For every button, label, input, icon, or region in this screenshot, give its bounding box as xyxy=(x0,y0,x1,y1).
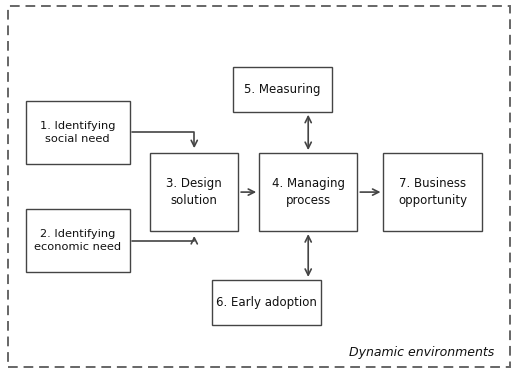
Bar xyxy=(259,153,357,231)
Bar xyxy=(26,209,130,272)
Text: 3. Design
solution: 3. Design solution xyxy=(166,177,222,207)
Text: 4. Managing
process: 4. Managing process xyxy=(272,177,344,207)
Text: Dynamic environments: Dynamic environments xyxy=(350,346,495,359)
Bar xyxy=(150,153,238,231)
Bar xyxy=(233,67,332,112)
Text: 2. Identifying
economic need: 2. Identifying economic need xyxy=(34,229,121,252)
Text: 6. Early adoption: 6. Early adoption xyxy=(217,296,317,308)
Bar xyxy=(26,101,130,164)
Text: 1. Identifying
social need: 1. Identifying social need xyxy=(40,121,116,144)
Bar xyxy=(383,153,482,231)
Bar xyxy=(212,280,321,325)
Text: 7. Business
opportunity: 7. Business opportunity xyxy=(398,177,467,207)
Text: 5. Measuring: 5. Measuring xyxy=(244,83,321,96)
